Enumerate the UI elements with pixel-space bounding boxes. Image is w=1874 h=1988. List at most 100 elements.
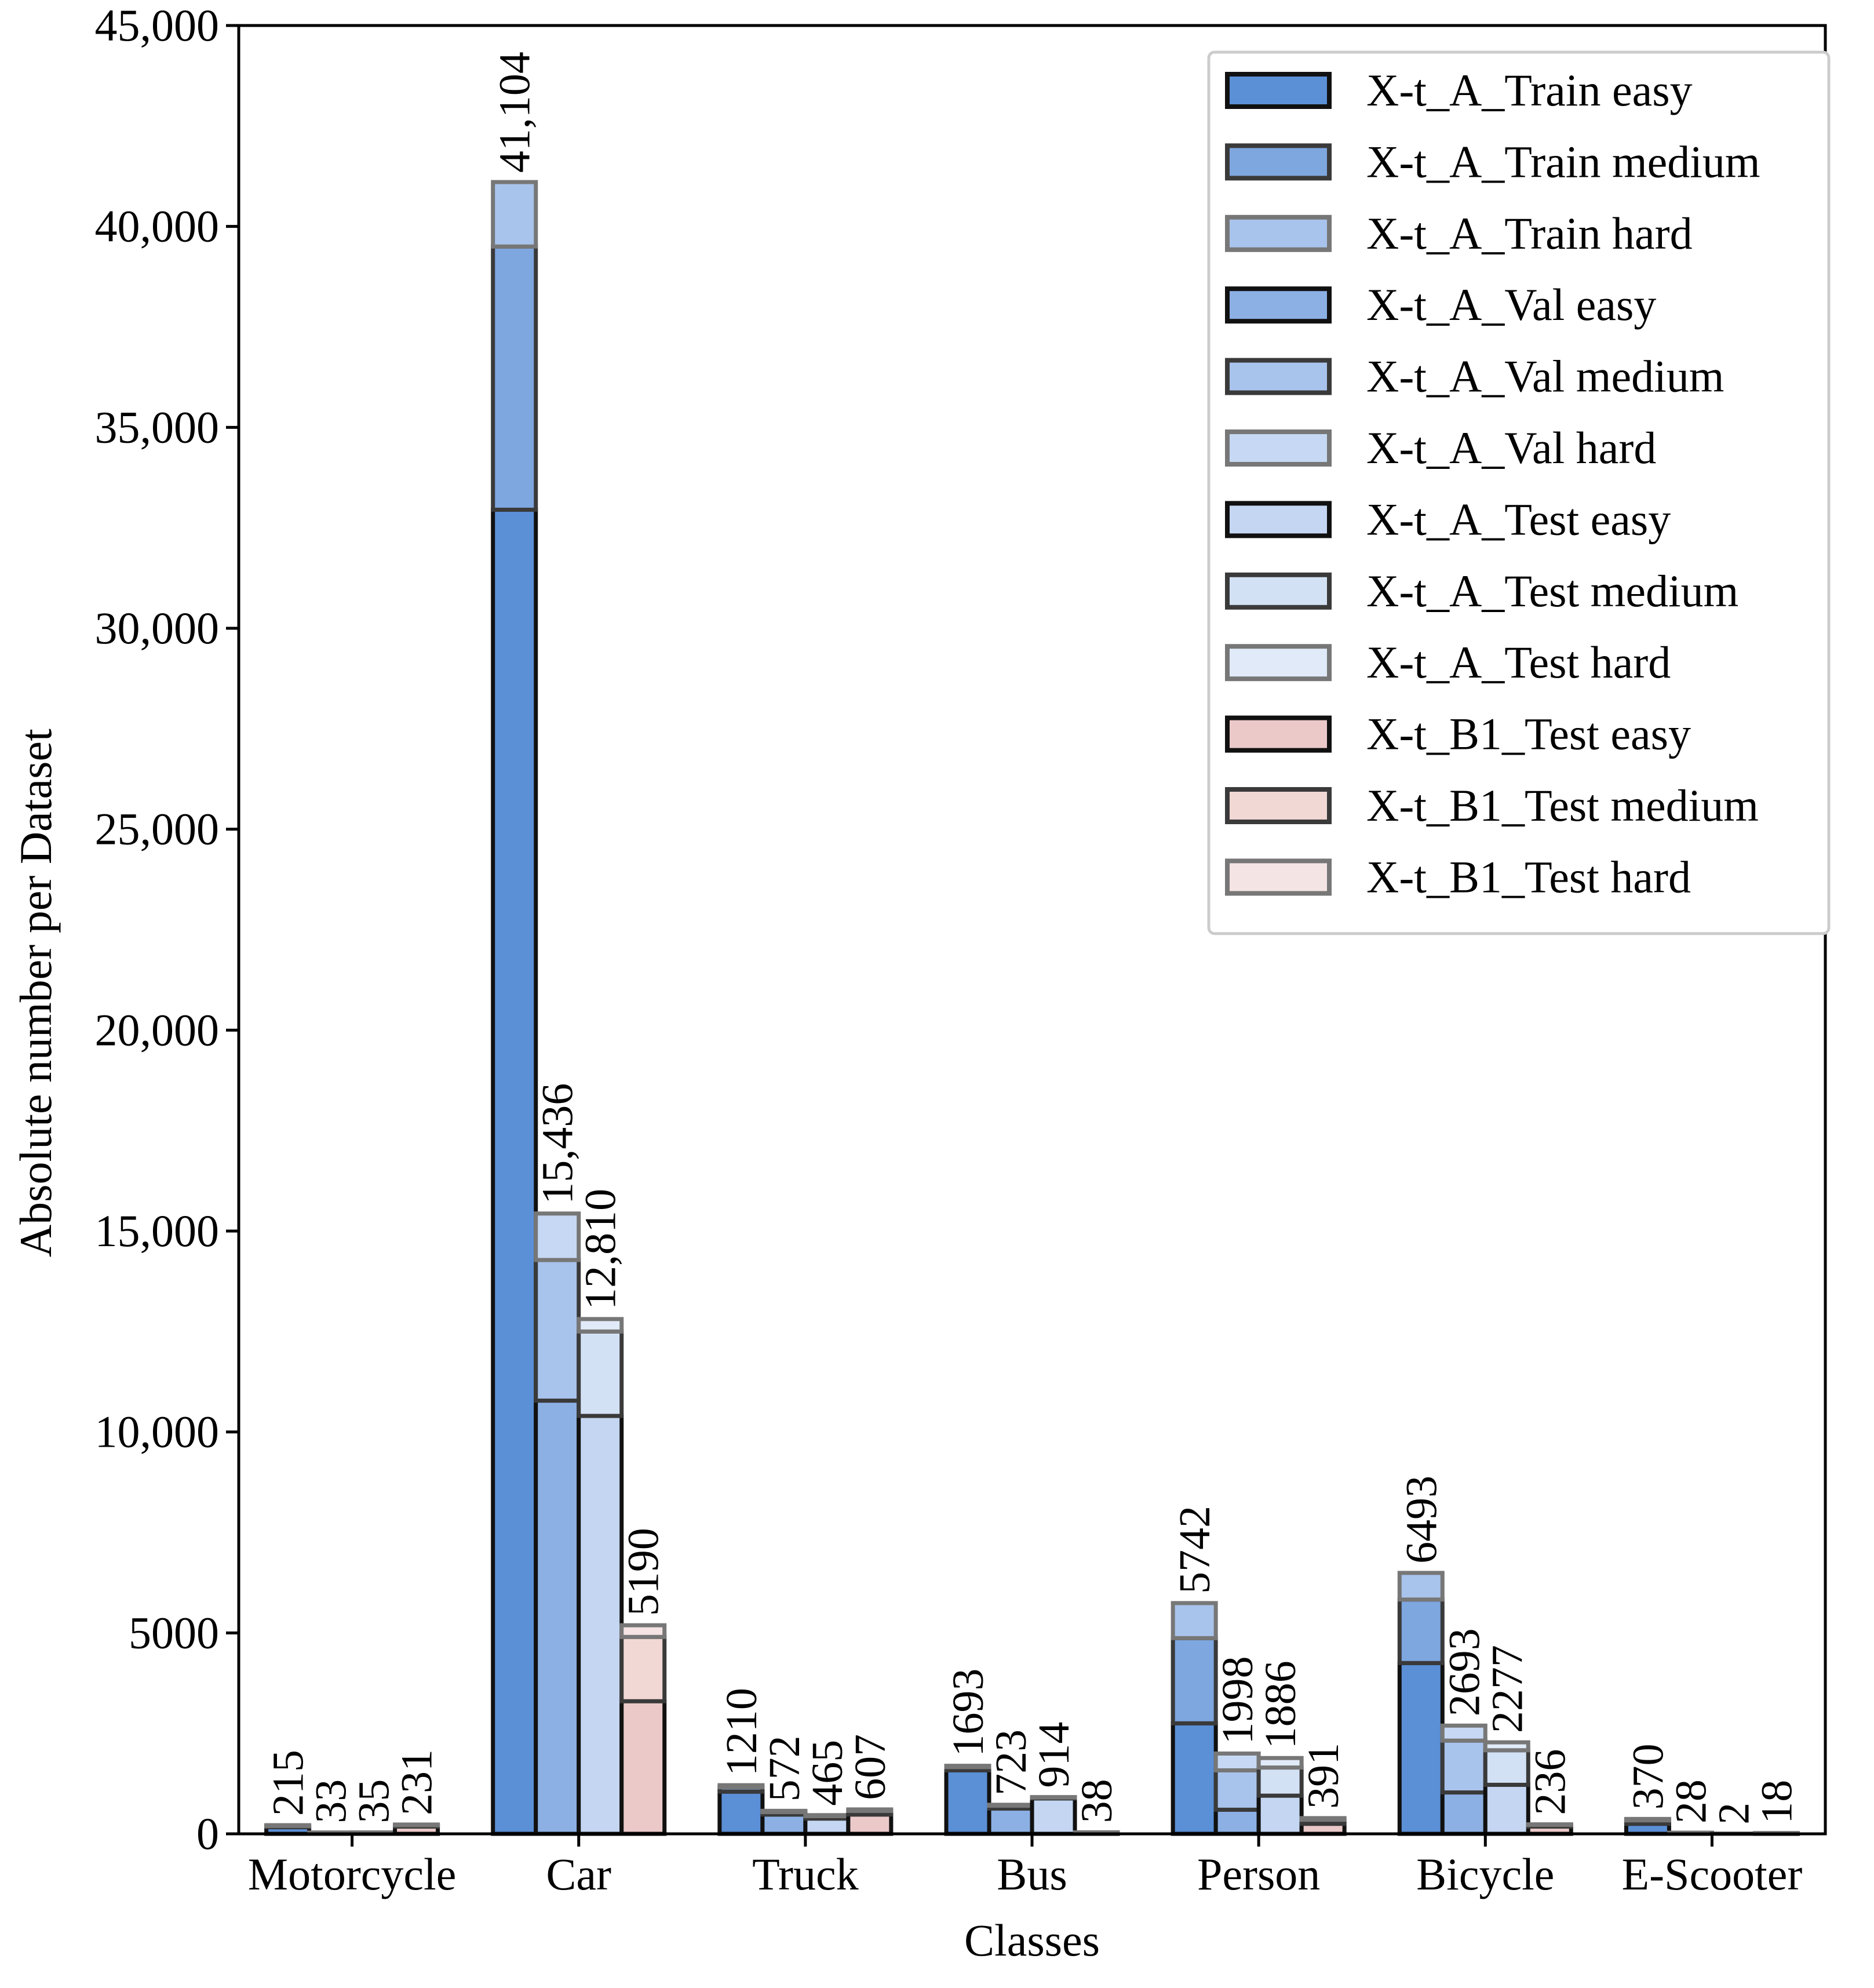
legend-swatch [1225,858,1332,896]
legend-label: X-t_A_Test medium [1366,566,1738,616]
legend-swatch [1225,143,1332,181]
x-axis-ticks: Motorcycle Car Truck Bus Person Bicycle E-Scoo… [248,1834,1802,1899]
y-tick-label: 30,000 [95,603,220,653]
value-label-car-test: 12,810 [577,1189,625,1310]
x-tick-label-bicycle: Bicycle [1416,1849,1554,1899]
y-tick-label: 25,000 [95,804,220,854]
legend-label: X-t_A_Test easy [1366,494,1671,544]
legend-items: X-t_A_Train easy X-t_A_Train medium X-t_A_… [1225,65,1760,902]
bar-truck-x-t-a-val-easy [760,1812,808,1836]
y-tick-label: 0 [196,1808,219,1859]
value-label-motorcycle-test: 35 [350,1779,399,1823]
bar-bus-x-t-a-train-easy [944,1768,991,1836]
value-label-person-b1-test: 391 [1299,1743,1348,1809]
legend-swatch [1225,787,1332,824]
y-tick-label: 40,000 [95,201,220,252]
x-tick-label-car: Car [546,1849,611,1899]
value-label-bus-test: 914 [1030,1722,1078,1788]
value-label-bicycle-test: 2277 [1483,1645,1532,1733]
bar-bicycle-x-t-a-test-easy [1483,1782,1530,1836]
value-label-bus-train: 1693 [944,1669,993,1757]
value-label-truck-test: 465 [803,1740,852,1806]
bar-bicycle-x-t-a-val-medium [1440,1738,1487,1795]
legend-label: X-t_A_Train easy [1366,65,1693,115]
bar-bus-x-t-a-test-hard [1030,1795,1077,1800]
bar-person-x-t-a-val-hard [1213,1751,1261,1772]
bar-person-x-t-a-val-easy [1213,1807,1261,1836]
y-axis-title: Absolute number per Dataset [10,729,61,1257]
y-tick-label: 20,000 [95,1004,220,1055]
x-tick-label-person: Person [1197,1849,1320,1899]
legend-swatch [1225,214,1332,252]
value-label-motorcycle-train: 215 [264,1750,313,1816]
bar-car-x-t-a-test-hard [577,1317,624,1334]
legend-label: X-t_A_Train hard [1366,208,1693,258]
bar-person-x-t-a-test-hard [1256,1756,1304,1770]
x-axis-title: Classes [964,1915,1100,1965]
value-label-bus-val: 723 [987,1730,1036,1796]
legend-label: X-t_A_Val easy [1366,279,1656,330]
bar-car-x-t-b1-test-medium [619,1634,667,1703]
legend-label: X-t_A_Test hard [1366,637,1671,687]
bar-bus-x-t-a-val-easy [987,1806,1034,1836]
legend-swatch [1225,286,1332,324]
legend-swatch [1225,501,1332,538]
legend-swatch [1225,572,1332,610]
bar-person-x-t-a-test-easy [1256,1793,1304,1836]
value-label-car-b1-test: 5190 [619,1528,668,1616]
bar-bus-x-t-a-train-hard [944,1764,991,1769]
legend-label: X-t_B1_Test medium [1366,780,1759,831]
x-tick-label-bus: Bus [997,1849,1067,1899]
legend-label: X-t_A_Train medium [1366,136,1760,187]
y-tick-label: 5000 [129,1607,219,1658]
bar-bicycle-x-t-a-test-medium [1483,1748,1530,1787]
value-label-bicycle-b1-test: 236 [1526,1749,1574,1815]
value-label-e-scooter-test: 2 [1709,1803,1758,1825]
bar-bicycle-x-t-a-test-hard [1483,1740,1530,1753]
value-label-motorcycle-b1-test: 231 [393,1749,442,1815]
bar-truck-x-t-b1-test-hard [846,1807,894,1813]
bar-truck-x-t-a-train-hard [717,1783,765,1790]
bar-car-x-t-a-val-medium [534,1258,581,1403]
bar-car-x-t-a-test-medium [577,1329,624,1418]
bar-bicycle-x-t-a-train-medium [1397,1597,1445,1665]
x-tick-label-e-scooter: E-Scooter [1621,1849,1802,1899]
bar-bicycle-x-t-a-val-easy [1440,1790,1487,1836]
bar-car-x-t-a-train-hard [491,180,538,249]
bar-car-x-t-a-train-easy [491,507,538,1836]
value-label-motorcycle-val: 33 [307,1779,356,1823]
bar-bicycle-x-t-a-train-hard [1397,1571,1445,1602]
bar-car-x-t-b1-test-hard [619,1623,667,1639]
bar-truck-x-t-b1-test-easy [846,1812,894,1836]
value-label-e-scooter-val: 28 [1667,1779,1715,1823]
bar-bus-x-t-a-test-easy [1030,1796,1077,1836]
value-label-bus-b1-test: 38 [1073,1779,1121,1823]
y-tick-label: 15,000 [95,1206,220,1256]
bar-truck-x-t-a-test-easy [803,1816,851,1836]
bar-bicycle-x-t-a-val-hard [1440,1723,1487,1743]
legend-swatch [1225,429,1332,467]
value-label-truck-train: 1210 [717,1688,766,1776]
value-label-bicycle-val: 2693 [1440,1628,1489,1716]
bar-car-x-t-a-test-easy [577,1414,624,1836]
value-label-car-val: 15,436 [534,1083,582,1204]
legend-label: X-t_A_Val medium [1366,351,1724,402]
bar-bicycle-x-t-a-train-easy [1397,1661,1445,1836]
bar-person-x-t-a-train-hard [1171,1601,1218,1640]
y-tick-label: 10,000 [95,1407,220,1457]
value-label-person-val: 1998 [1213,1656,1262,1744]
value-label-truck-val: 572 [760,1735,809,1801]
y-tick-label: 45,000 [95,0,220,50]
legend-label: X-t_B1_Test hard [1366,851,1691,902]
x-tick-label-truck: Truck [752,1849,859,1899]
bar-bus-x-t-a-val-hard [987,1803,1034,1808]
value-label-truck-b1-test: 607 [846,1734,895,1800]
bar-car-x-t-a-val-easy [534,1399,581,1836]
legend-swatch [1225,358,1332,395]
value-label-e-scooter-train: 370 [1624,1743,1672,1809]
value-label-person-test: 1886 [1256,1661,1305,1749]
legend-swatch [1225,72,1332,109]
value-label-bicycle-train: 6493 [1397,1476,1446,1564]
bar-e-scooter-x-t-a-train-hard [1624,1816,1671,1823]
